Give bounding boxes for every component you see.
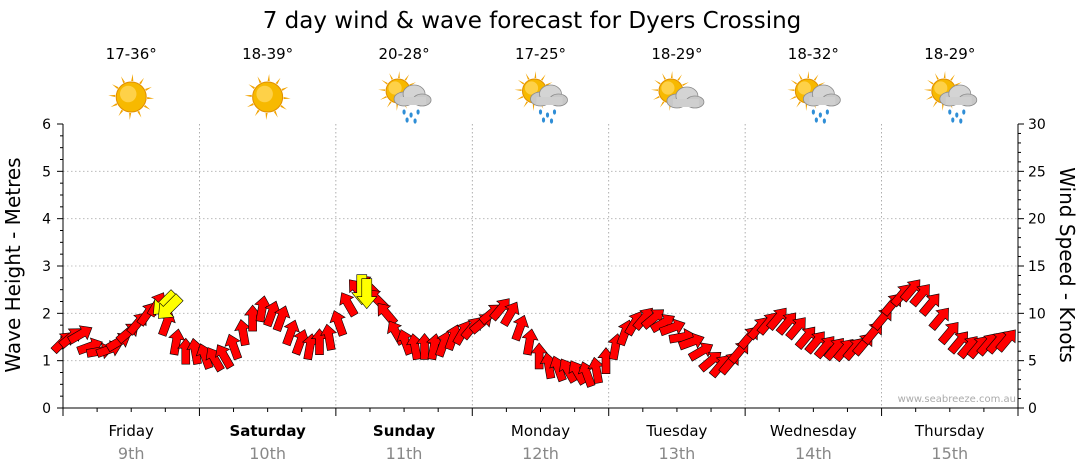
wave-arrows [153,274,378,319]
axes: 0 1 2 3 4 5 6 0 5 10 15 20 25 30 [42,117,1046,417]
y-left-tick-label: 6 [42,117,51,133]
wind-arrow [995,329,1016,353]
y-right-tick-label: 10 [1028,306,1046,322]
y-left-tick-label: 1 [42,354,51,370]
wind-arrow [587,356,605,384]
temp-range-label: 17-36° [106,45,157,63]
y-right-tick-label: 5 [1028,354,1037,370]
wind-arrow [224,333,243,361]
sunny-icon [244,74,291,120]
day-name-label: Tuesday [645,422,707,440]
temp-range-label: 18-29° [924,45,975,63]
wave-arrow [158,293,184,319]
wind-arrows [50,275,1016,388]
wind-arrow [186,337,204,366]
wind-arrow [918,293,940,317]
partly-cloudy-icon [650,71,705,111]
wind-arrow [263,300,281,328]
credit-text: www.seabreeze.com.au [898,394,1016,405]
wind-arrow [687,342,714,362]
wind-arrow [928,307,949,332]
wind-arrow [168,328,186,356]
y-axis-left-label: Wave Height - Metres [1,157,25,372]
wind-arrow [291,329,310,356]
day-date-label: 12th [522,444,559,463]
sun-rain-icon [514,71,568,124]
y-right-tick-label: 15 [1028,259,1046,275]
temp-range-label: 20-28° [379,45,430,63]
temp-range-label: 17-25° [515,45,566,63]
day-date-label: 9th [118,444,145,463]
wind-arrow [205,347,225,373]
day-name-label: Wednesday [770,422,857,440]
sun-rain-icon [787,71,841,124]
wind-arrow [272,305,291,333]
temp-range-label: 18-32° [788,45,839,63]
wind-arrow [539,352,557,380]
wind-arrow [511,314,530,342]
wind-arrow [649,313,675,334]
day-date-label: 14th [795,444,832,463]
y-left-tick-label: 3 [42,259,51,275]
y-left-tick-label: 0 [42,401,51,417]
wind-arrow [282,319,300,347]
day-name-label: Monday [511,422,570,440]
y-right-tick-label: 30 [1028,117,1046,133]
wind-arrow [377,303,399,327]
y-left-tick-label: 4 [42,212,51,228]
day-name-label: Thursday [914,422,985,440]
y-left-tick-label: 2 [42,306,51,322]
wind-arrow [658,318,686,337]
temp-range-label: 18-39° [242,45,293,63]
wind-arrow [785,317,806,341]
y-right-tick-label: 20 [1028,212,1046,228]
day-date-label: 15th [931,444,968,463]
sunny-icon [108,74,155,120]
day-date-label: 13th [659,444,696,463]
wind-arrow [215,344,235,370]
sun-rain-icon [923,71,978,124]
wind-arrow [329,310,348,337]
wind-arrow [640,309,665,330]
wind-arrow [909,284,930,308]
weather-row: 17-36° 18-39° 20-28° 17-25° 18-29° 18-32° 18-2… [106,45,978,124]
wind-arrow [244,304,262,332]
day-date-label: 10th [249,444,286,463]
y-right-tick-label: 25 [1028,164,1046,180]
y-right-tick-label: 0 [1028,401,1037,417]
sun-rain-icon [378,71,432,124]
wind-arrow [254,295,272,323]
wind-arrow [500,301,520,328]
y-left-tick-label: 5 [42,164,51,180]
day-labels: Friday 9th Saturday 10th Sunday 11th Monday 12t… [108,422,984,463]
wind-arrow [426,333,444,361]
wind-arrow [320,323,338,351]
day-date-label: 11th [386,444,423,463]
temp-range-label: 18-29° [651,45,702,63]
wave-arrow [356,278,378,310]
wind-arrow [234,318,252,347]
wind-arrow [67,325,93,345]
day-name-label: Friday [108,422,154,440]
day-name-label: Saturday [229,422,306,440]
wind-arrow [339,292,359,318]
y-axis-right-label: Wind Speed - Knots [1055,167,1079,363]
chart-title: 7 day wind & wave forecast for Dyers Cro… [263,8,802,34]
wind-arrow [937,321,959,346]
day-name-label: Sunday [373,422,436,440]
